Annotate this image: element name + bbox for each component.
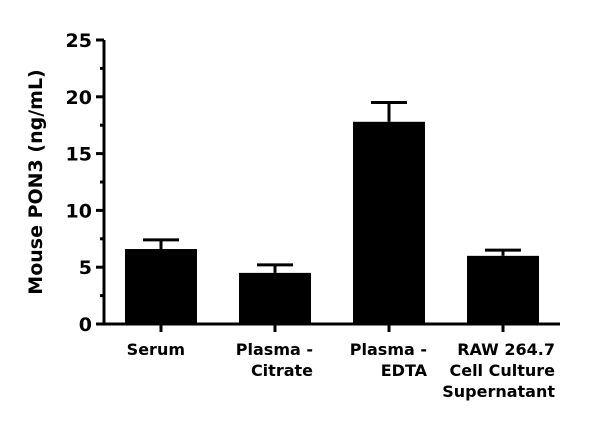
y-tick-label: 15: [66, 144, 92, 166]
x-tick-label: Serum: [127, 340, 185, 359]
y-axis: 0 5 10 15 20 25: [66, 30, 106, 336]
bar: [467, 255, 539, 324]
y-axis-title: Mouse PON3 (ng/mL): [25, 69, 47, 294]
y-tick-label: 20: [66, 87, 92, 109]
y-tick-label: 10: [66, 200, 92, 222]
y-tick-label: 25: [66, 30, 92, 52]
x-tick-label: RAW 264.7 Cell Culture Supernatant: [442, 340, 555, 401]
x-tick-label: Plasma -Citrate: [236, 340, 313, 380]
bar: [125, 249, 197, 324]
bar: [353, 121, 425, 325]
x-tick-label: Plasma -EDTA: [350, 340, 428, 380]
bars: [125, 100, 539, 325]
y-tick-label: 0: [79, 314, 92, 336]
bar: [239, 272, 311, 324]
y-tick-label: 5: [79, 257, 92, 279]
x-axis: Serum Plasma -Citrate Plasma -EDTA RAW 264.…: [102, 322, 560, 401]
